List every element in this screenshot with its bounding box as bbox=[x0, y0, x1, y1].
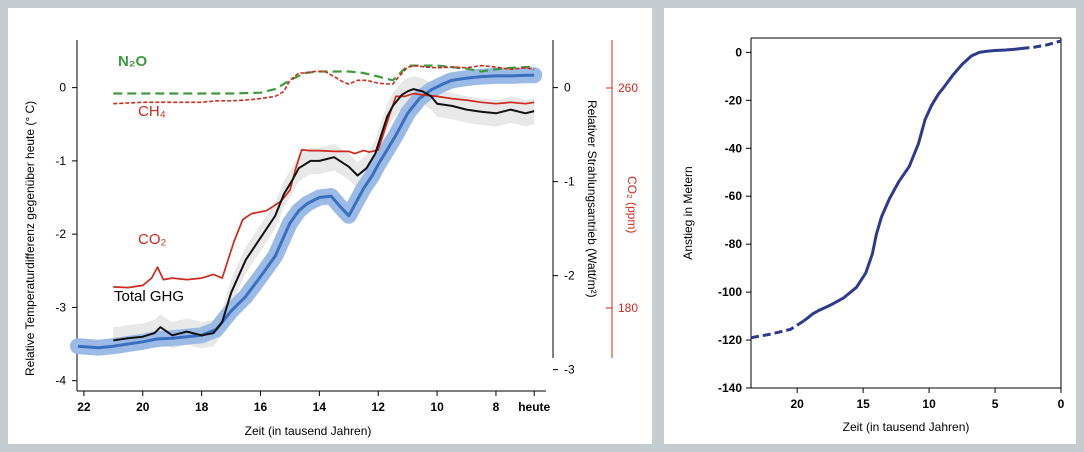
y-tick-label: -2 bbox=[55, 227, 66, 241]
sea-level-y-tick-label: -60 bbox=[725, 189, 743, 203]
right-y-axis-label: Relativer Strahlungsantrieb (Watt/m²) bbox=[585, 100, 599, 298]
temperature-ghg-chart: 22 20 18 16 14 12 10 8 heute 0 -1 -2 -3 -4 0 -1 -2 -3 2… bbox=[23, 40, 639, 438]
co2-ticks: 260 180 bbox=[606, 81, 638, 315]
ch4-line bbox=[113, 64, 535, 105]
temperature-line bbox=[77, 73, 535, 350]
y-tick-label: 0 bbox=[59, 81, 66, 95]
n2o-line bbox=[113, 64, 535, 95]
x-tick-label: heute bbox=[518, 400, 550, 414]
left-x-axis-label: Zeit (in tausend Jahren) bbox=[245, 424, 372, 438]
sea-level-line bbox=[802, 47, 1022, 323]
sea-level-y-tick-label: -140 bbox=[718, 381, 742, 395]
x-tick-label: 8 bbox=[493, 400, 500, 414]
sea-level-panel: 20 15 10 5 0 0 -20 -40 -60 -80 -100 -120 -140 Ansti… bbox=[664, 8, 1076, 444]
sea-level-x-tick-label: 5 bbox=[992, 397, 999, 411]
sea-level-y-tick-label: -100 bbox=[718, 285, 742, 299]
sea-level-x-axis-label: Zeit (in tausend Jahren) bbox=[843, 420, 970, 434]
sea-level-y-tick-label: 0 bbox=[735, 45, 742, 59]
x-tick-label: 12 bbox=[372, 400, 386, 414]
sea-level-y-ticks: 0 -20 -40 -60 -80 -100 -120 -140 bbox=[718, 45, 751, 395]
right-y-tick-label: -2 bbox=[564, 269, 575, 283]
right-y-ticks: 0 -1 -2 -3 bbox=[553, 81, 575, 377]
temperature-ghg-panel: 22 20 18 16 14 12 10 8 heute 0 -1 -2 -3 -4 0 -1 -2 -3 2… bbox=[8, 8, 652, 444]
y-tick-label: -4 bbox=[55, 374, 66, 388]
sea-level-chart: 20 15 10 5 0 0 -20 -40 -60 -80 -100 -120 -140 Ansti… bbox=[681, 37, 1065, 434]
sea-level-y-tick-label: -20 bbox=[725, 93, 743, 107]
total-ghg-line bbox=[113, 88, 535, 342]
x-tick-label: 20 bbox=[136, 400, 150, 414]
sea-level-y-tick-label: -120 bbox=[718, 333, 742, 347]
sea-level-line-dashed-start bbox=[750, 319, 805, 340]
right-y-tick-label: 0 bbox=[564, 81, 571, 95]
x-tick-label: 22 bbox=[77, 400, 91, 414]
right-y-tick-label: -3 bbox=[564, 363, 575, 377]
co2-tick-label: 180 bbox=[618, 301, 638, 315]
sea-level-y-tick-label: -80 bbox=[725, 237, 743, 251]
y-tick-label: -1 bbox=[55, 154, 66, 168]
y-tick-label: -3 bbox=[55, 300, 66, 314]
sea-level-x-tick-label: 10 bbox=[922, 397, 936, 411]
left-y-axis-label: Relative Temperaturdifferenz gegenüber h… bbox=[23, 101, 37, 376]
ch4-label: CH₄ bbox=[138, 103, 166, 120]
x-tick-label: 10 bbox=[430, 400, 444, 414]
x-tick-label: 16 bbox=[254, 400, 268, 414]
x-tick-label: 14 bbox=[313, 400, 327, 414]
sea-level-x-tick-label: 0 bbox=[1058, 397, 1065, 411]
total-ghg-label: Total GHG bbox=[114, 288, 184, 305]
x-tick-label: 18 bbox=[195, 400, 209, 414]
co2-tick-label: 260 bbox=[618, 81, 638, 95]
co2-axis-label: CO₂ (ppm) bbox=[625, 176, 639, 233]
ghg-uncertainty-band bbox=[113, 75, 535, 354]
x-ticks: 22 20 18 16 14 12 10 8 heute bbox=[77, 391, 551, 414]
right-y-tick-label: -1 bbox=[564, 175, 575, 189]
co2-label: CO₂ bbox=[138, 231, 167, 248]
sea-level-y-axis-label: Anstieg in Metern bbox=[681, 166, 695, 259]
sea-level-x-tick-label: 15 bbox=[856, 397, 870, 411]
co2-line bbox=[113, 92, 535, 289]
series-group bbox=[70, 64, 543, 356]
n2o-label: N₂O bbox=[118, 53, 147, 70]
sea-level-x-tick-label: 20 bbox=[790, 397, 804, 411]
y-ticks: 0 -1 -2 -3 -4 bbox=[55, 81, 77, 388]
sea-level-y-tick-label: -40 bbox=[725, 141, 743, 155]
sea-level-x-ticks: 20 15 10 5 0 bbox=[790, 388, 1065, 411]
sea-level-series-group bbox=[750, 39, 1062, 340]
sea-level-line-dashed-end bbox=[1021, 39, 1062, 50]
